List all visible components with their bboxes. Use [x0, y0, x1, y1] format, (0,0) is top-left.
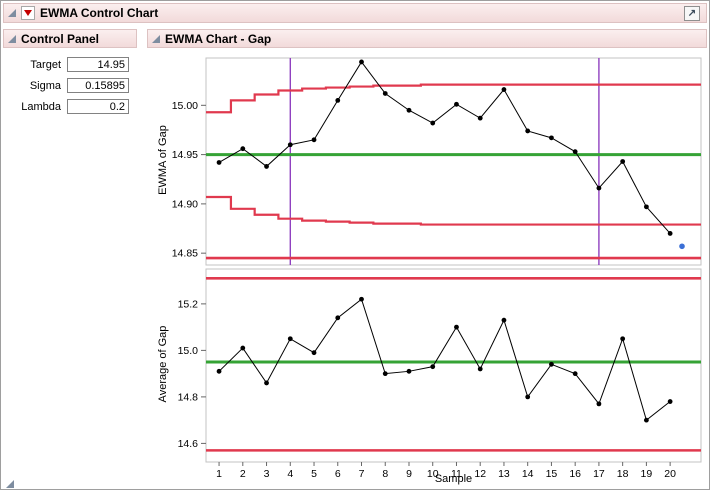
svg-text:14.6: 14.6	[178, 438, 199, 450]
control-panel-title: Control Panel	[21, 31, 100, 46]
svg-text:4: 4	[287, 468, 293, 480]
chart-panel-disclosure-icon[interactable]	[152, 34, 160, 43]
target-label: Target	[30, 58, 61, 71]
svg-text:15: 15	[546, 468, 558, 480]
svg-text:1: 1	[216, 468, 222, 480]
corner-button[interactable]: ↗	[684, 5, 700, 21]
chart-panel-title: EWMA Chart - Gap	[165, 31, 272, 46]
svg-text:9: 9	[406, 468, 412, 480]
control-panel-disclosure-icon[interactable]	[8, 34, 16, 43]
svg-text:13: 13	[498, 468, 510, 480]
svg-text:15.2: 15.2	[178, 298, 199, 310]
chart-panel-header: EWMA Chart - Gap	[147, 29, 707, 48]
sigma-label: Sigma	[29, 79, 61, 92]
disclosure-icon[interactable]	[8, 9, 16, 17]
sigma-input[interactable]	[67, 78, 129, 93]
svg-text:20: 20	[664, 468, 676, 480]
svg-text:10: 10	[427, 468, 439, 480]
average-y-axis-label: Average of Gap	[157, 325, 169, 403]
svg-text:16: 16	[569, 468, 581, 480]
svg-text:2: 2	[240, 468, 246, 480]
control-panel-fields: Target Sigma Lambda	[15, 57, 135, 120]
ewma-y-axis-label: EWMA of Gap	[157, 125, 169, 195]
svg-text:14: 14	[522, 468, 534, 480]
window-title: EWMA Control Chart	[40, 6, 159, 20]
svg-text:3: 3	[264, 468, 270, 480]
lambda-input[interactable]	[67, 99, 129, 114]
next-section-disclosure-icon[interactable]	[6, 480, 14, 488]
corner-arrow-icon: ↗	[687, 7, 697, 19]
red-triangle-menu-button[interactable]	[21, 6, 35, 20]
svg-text:11: 11	[451, 468, 462, 480]
svg-text:8: 8	[382, 468, 388, 480]
svg-text:17: 17	[593, 468, 605, 480]
main-header: EWMA Control Chart ↗	[3, 3, 707, 23]
control-panel-header: Control Panel	[3, 29, 137, 48]
x-axis-label: Sample	[434, 473, 473, 485]
lambda-field-row: Lambda	[15, 99, 135, 114]
svg-text:19: 19	[641, 468, 653, 480]
svg-text:7: 7	[359, 468, 365, 480]
red-triangle-icon	[24, 10, 32, 16]
svg-text:6: 6	[335, 468, 341, 480]
svg-text:15.00: 15.00	[172, 100, 198, 112]
lambda-label: Lambda	[21, 100, 61, 113]
svg-text:5: 5	[311, 468, 317, 480]
svg-text:14.90: 14.90	[172, 198, 198, 210]
svg-text:14.8: 14.8	[178, 391, 199, 403]
sigma-field-row: Sigma	[15, 78, 135, 93]
svg-text:14.85: 14.85	[172, 248, 198, 260]
target-field-row: Target	[15, 57, 135, 72]
svg-text:15.0: 15.0	[178, 345, 199, 357]
target-input[interactable]	[67, 57, 129, 72]
svg-text:18: 18	[617, 468, 629, 480]
svg-text:14.95: 14.95	[172, 149, 198, 161]
svg-text:12: 12	[474, 468, 486, 480]
